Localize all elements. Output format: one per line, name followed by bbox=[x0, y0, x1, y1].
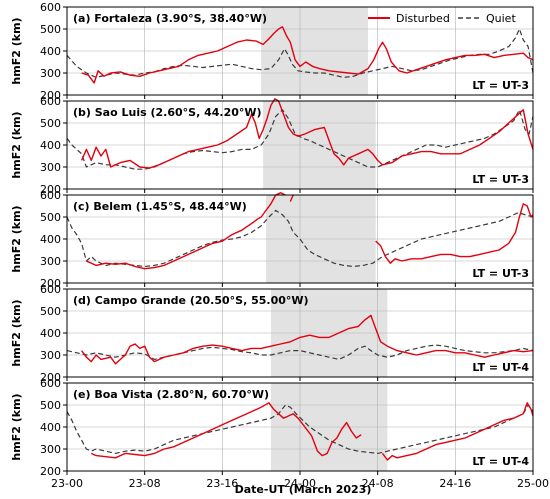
disturbed-series bbox=[81, 26, 534, 84]
y-tick-label: 300 bbox=[40, 443, 61, 456]
quiet-series bbox=[66, 109, 534, 170]
panel-frame bbox=[66, 6, 534, 96]
y-axis-label: hmF2 (km) bbox=[10, 205, 23, 272]
quiet-series bbox=[66, 344, 534, 360]
disturbed-series bbox=[375, 203, 534, 264]
disturbed-series bbox=[80, 98, 534, 169]
panel-frame bbox=[66, 288, 534, 378]
quiet-series bbox=[66, 404, 534, 454]
y-tick-label: 200 bbox=[40, 371, 61, 384]
panel-lt-label: LT = UT-3 bbox=[472, 173, 529, 186]
disturbed-series bbox=[81, 314, 534, 365]
x-tick-label: 23-00 bbox=[51, 477, 83, 490]
legend-disturbed-label: Disturbed bbox=[396, 12, 450, 25]
panel-frame bbox=[66, 194, 534, 284]
y-axis-label: hmF2 (km) bbox=[10, 111, 23, 178]
y-tick-label: 200 bbox=[40, 89, 61, 102]
panel-lt-label: LT = UT-3 bbox=[472, 267, 529, 280]
panel-lt-label: LT = UT-4 bbox=[472, 361, 529, 374]
y-tick-label: 400 bbox=[40, 45, 61, 58]
x-tick-label: 23-08 bbox=[129, 477, 161, 490]
y-tick-label: 500 bbox=[40, 305, 61, 318]
y-axis-label: hmF2 (km) bbox=[10, 299, 23, 366]
panel-4: 200 300 400 500 600 (d) Campo Grande (20.50°S… bbox=[10, 283, 534, 384]
x-tick-label: 23-16 bbox=[206, 477, 238, 490]
panel-title: (b) Sao Luis (2.60°S, 44.20°W) bbox=[73, 106, 262, 119]
panels-group: 200 300 400 500 600 (a) Fortaleza (3.90°S, 38… bbox=[10, 1, 549, 490]
x-axis-label: Date-UT (March 2023) bbox=[235, 483, 372, 496]
x-tick-label: 25-00 bbox=[517, 477, 549, 490]
panel-lt-label: LT = UT-4 bbox=[472, 455, 529, 468]
panel-1: 200 300 400 500 600 (a) Fortaleza (3.90°S, 38… bbox=[10, 1, 534, 102]
y-tick-label: 600 bbox=[40, 283, 61, 296]
y-tick-label: 600 bbox=[40, 95, 61, 108]
panel-title: (e) Boa Vista (2.80°N, 60.70°W) bbox=[73, 388, 269, 401]
y-tick-label: 400 bbox=[40, 327, 61, 340]
y-axis-label: hmF2 (km) bbox=[10, 17, 23, 84]
y-tick-label: 400 bbox=[40, 421, 61, 434]
disturbed-series bbox=[86, 192, 286, 270]
y-tick-label: 500 bbox=[40, 23, 61, 36]
legend-quiet-label: Quiet bbox=[486, 12, 516, 25]
panel-title: (c) Belem (1.45°S, 48.44°W) bbox=[73, 200, 247, 213]
quiet-series bbox=[66, 209, 534, 268]
y-tick-label: 500 bbox=[40, 399, 61, 412]
x-tick-label: 24-16 bbox=[439, 477, 471, 490]
panel-3: 200 300 400 500 600 (c) Belem (1.45°S, 48.44°… bbox=[10, 189, 534, 290]
panel-lt-label: LT = UT-3 bbox=[472, 79, 529, 92]
panel-2: 200 300 400 500 600 (b) Sao Luis (2.60°S, 44.… bbox=[10, 95, 534, 196]
panel-5: 200 300 400 500 600 (e) Boa Vista (2.80°N, 60… bbox=[10, 377, 549, 490]
panel-title: (d) Campo Grande (20.50°S, 55.00°W) bbox=[73, 294, 309, 307]
panel-title: (a) Fortaleza (3.90°S, 38.40°W) bbox=[73, 12, 267, 25]
disturbed-series bbox=[91, 402, 362, 459]
disturbed-series bbox=[289, 194, 294, 202]
x-tick-label: 24-00 bbox=[284, 477, 316, 490]
y-tick-label: 300 bbox=[40, 349, 61, 362]
y-tick-label: 200 bbox=[40, 465, 61, 478]
y-tick-label: 200 bbox=[40, 277, 61, 290]
panel-frame bbox=[66, 100, 534, 190]
y-tick-label: 500 bbox=[40, 117, 61, 130]
y-tick-label: 400 bbox=[40, 233, 61, 246]
legend: Disturbed Quiet bbox=[368, 12, 516, 25]
y-tick-label: 400 bbox=[40, 139, 61, 152]
y-tick-label: 600 bbox=[40, 377, 61, 390]
y-tick-label: 300 bbox=[40, 255, 61, 268]
y-tick-label: 300 bbox=[40, 67, 61, 80]
y-axis-label: hmF2 (km) bbox=[10, 393, 23, 460]
y-tick-label: 300 bbox=[40, 161, 61, 174]
x-tick-label: 24-08 bbox=[362, 477, 394, 490]
panel-frame bbox=[66, 382, 534, 472]
disturbed-series bbox=[381, 402, 534, 461]
y-tick-label: 600 bbox=[40, 189, 61, 202]
y-tick-label: 600 bbox=[40, 1, 61, 14]
y-tick-label: 500 bbox=[40, 211, 61, 224]
y-tick-label: 200 bbox=[40, 183, 61, 196]
